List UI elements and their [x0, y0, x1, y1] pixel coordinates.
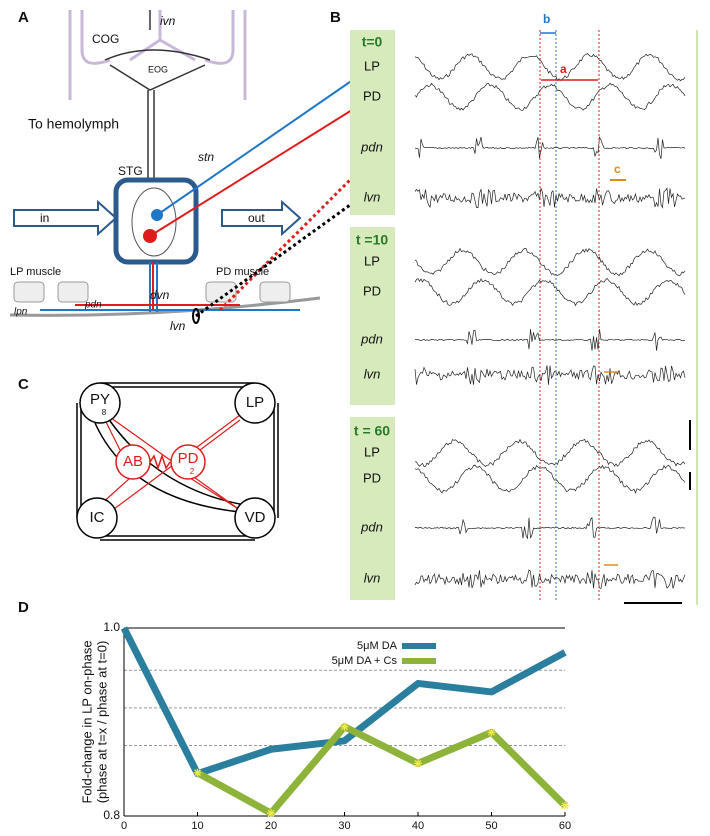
block-bg [350, 417, 395, 600]
legend-label: 5μM DA [357, 640, 398, 652]
trace-label: LP [364, 253, 380, 268]
point-star [487, 728, 496, 737]
node-label: VD [245, 509, 266, 526]
x-tick-label: 40 [412, 820, 424, 831]
trace-label: pdn [360, 139, 383, 154]
label: PD muscle [216, 266, 269, 278]
block-time: t = 60 [354, 423, 390, 439]
label: LP muscle [10, 266, 61, 278]
x-tick-label: 0 [121, 820, 127, 831]
block-time: t =10 [356, 232, 389, 248]
panel-a-drawing [9, 10, 361, 324]
label: To hemolymph [28, 116, 119, 132]
legend-label: 5μM DA + Cs [332, 655, 398, 667]
x-tick-label: 60 [559, 820, 571, 831]
panel-c-drawing [76, 382, 279, 541]
trace-label: lvn [364, 366, 381, 381]
trace [414, 136, 686, 159]
label: in [40, 211, 49, 225]
x-tick-label: 30 [338, 820, 350, 831]
node-sub: 8 [102, 408, 107, 417]
x-tick-label: 20 [265, 820, 277, 831]
label: b [543, 12, 550, 26]
label: COG [92, 32, 119, 46]
point-star [267, 809, 275, 818]
trace-label: LP [364, 444, 380, 459]
label: dvn [150, 288, 170, 302]
traces [350, 30, 686, 600]
trace [414, 328, 686, 351]
point-star [193, 768, 202, 777]
node-label: LP [246, 394, 264, 411]
trace [414, 187, 686, 209]
trace-label: lvn [364, 570, 381, 585]
trace [414, 365, 686, 385]
block-bg [350, 30, 395, 215]
label: c [614, 162, 621, 176]
x-tick-label: 10 [191, 820, 203, 831]
block-time: t=0 [362, 34, 383, 50]
panel-letter: A [18, 9, 29, 26]
node-label: PY [90, 391, 110, 408]
y-tick-label: 0.8 [103, 808, 120, 822]
label: a [560, 62, 567, 76]
trace [414, 516, 686, 539]
trace [414, 438, 686, 467]
node-label: PD [178, 450, 199, 467]
panel-letter: D [18, 599, 29, 616]
trace-label: pdn [360, 519, 383, 534]
trace [414, 53, 686, 82]
x-tick-label: 50 [485, 820, 497, 831]
trace-label: pdn [360, 331, 383, 346]
trace-label: lvn [364, 189, 381, 204]
point-star [340, 722, 349, 731]
trace [414, 247, 686, 277]
trace-label: PD [363, 283, 381, 298]
point-star [414, 759, 422, 768]
label: stn [198, 150, 214, 164]
trace-label: PD [363, 88, 381, 103]
y-tick-label: 1.0 [103, 620, 120, 634]
node-label: AB [123, 453, 143, 470]
label: pdn [84, 300, 102, 311]
trace-label: LP [364, 58, 380, 73]
label: out [248, 211, 265, 225]
label: lvn [170, 319, 186, 333]
label: lpn [14, 307, 28, 318]
trace-label: PD [363, 470, 381, 485]
trace [414, 277, 686, 307]
panel-letter: B [330, 9, 341, 26]
label: STG [118, 164, 143, 178]
label: EOG [148, 64, 168, 74]
trace [414, 569, 686, 589]
node-label: IC [90, 509, 105, 526]
series-line [195, 723, 568, 817]
panel-letter: C [18, 376, 29, 393]
chart: 0.81.00102030405060Time (min)Fold-change… [79, 620, 571, 836]
trace [414, 82, 686, 111]
y-axis-title: Fold-change in LP on-phase [79, 640, 94, 803]
label: ivn [160, 14, 176, 28]
y-axis-title: (phase at t=x / phase at t=0) [94, 641, 109, 804]
series-line [120, 626, 567, 778]
markers [539, 30, 698, 605]
block-bg [350, 227, 395, 405]
trace [414, 464, 686, 494]
point-star [561, 801, 569, 810]
node-sub: 2 [190, 467, 195, 476]
